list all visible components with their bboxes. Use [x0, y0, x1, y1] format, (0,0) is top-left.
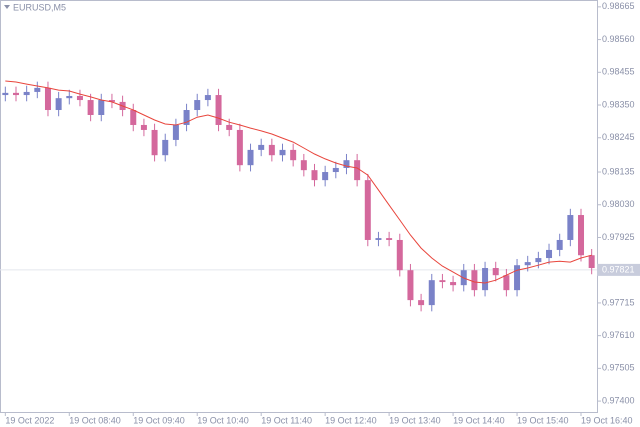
chart-title: EURUSD,M5	[13, 2, 66, 12]
candle-body	[183, 110, 190, 125]
candle-body	[556, 239, 563, 250]
x-tick-label: 19 Oct 14:40	[453, 415, 505, 425]
candle-body	[439, 280, 446, 283]
y-tick-label: 0.97715	[602, 297, 635, 307]
candle-body	[514, 265, 521, 291]
candle-body	[428, 280, 435, 306]
candle-body	[194, 100, 201, 111]
candle-body	[87, 100, 94, 115]
candle-body	[311, 170, 318, 181]
candle-body	[332, 167, 339, 173]
candle-body	[258, 144, 265, 150]
x-tick-label: 19 Oct 16:40	[581, 415, 633, 425]
candle-body	[215, 95, 222, 125]
candle-body	[279, 149, 286, 156]
candle-body	[76, 95, 83, 101]
candle-body	[386, 238, 393, 240]
candle-body	[546, 249, 553, 259]
y-tick-label: 0.97400	[602, 395, 635, 405]
y-tick-label: 0.98135	[602, 166, 635, 176]
y-tick-label: 0.97610	[602, 330, 635, 340]
candle-body	[578, 215, 585, 256]
candle-body	[108, 100, 115, 102]
x-tick-label: 19 Oct 15:40	[517, 415, 569, 425]
candle-body	[162, 139, 169, 156]
candle-body	[450, 282, 457, 286]
candle-body	[343, 160, 350, 168]
candle-body	[503, 275, 510, 291]
candle-body	[396, 239, 403, 271]
candle-body	[492, 268, 499, 276]
x-tick-label: 19 Oct 13:40	[389, 415, 441, 425]
plot-frame	[0, 0, 598, 413]
candle-body	[172, 124, 179, 140]
candle-body	[130, 110, 137, 125]
x-tick-label: 19 Oct 09:40	[133, 415, 185, 425]
candle-body	[226, 124, 233, 130]
current-price-box	[597, 263, 640, 276]
candle-body	[236, 129, 243, 166]
y-tick-label: 0.98665	[602, 1, 635, 11]
candle-body	[34, 87, 41, 92]
candle-body	[290, 149, 297, 161]
candle-body	[151, 129, 158, 156]
y-tick-label: 0.98245	[602, 132, 635, 142]
x-tick-label: 19 Oct 11:40	[261, 415, 312, 425]
candle-body	[98, 100, 105, 115]
candle-body	[23, 91, 30, 96]
candle-body	[268, 144, 275, 156]
candle-body	[535, 258, 542, 263]
candle-body	[524, 262, 531, 266]
x-tick-label: 19 Oct 10:40	[197, 415, 249, 425]
y-tick-label: 0.98560	[602, 34, 635, 44]
candle-body	[247, 149, 254, 166]
candle-body	[471, 270, 478, 291]
candle-body	[588, 255, 595, 269]
x-tick-label: 19 Oct 12:40	[325, 415, 377, 425]
y-tick-label: 0.98030	[602, 199, 635, 209]
moving-average	[5, 80, 592, 284]
candle-body	[354, 160, 361, 181]
title-arrow	[4, 5, 10, 9]
candle-body	[482, 268, 489, 291]
x-tick-label: 19 Oct 2022	[5, 415, 54, 425]
candle-body	[322, 172, 329, 181]
candle-body	[140, 124, 147, 130]
y-tick-label: 0.97505	[602, 363, 635, 373]
candle-body	[44, 87, 51, 111]
candle-body	[2, 92, 9, 96]
candle-body	[55, 98, 62, 111]
candle-body	[300, 160, 307, 171]
candle-body	[407, 270, 414, 301]
candle-body	[375, 238, 382, 240]
candle-body	[364, 180, 371, 240]
candle-body	[66, 95, 73, 99]
candle-body	[567, 215, 574, 240]
x-tick-label: 19 Oct 08:40	[69, 415, 121, 425]
y-tick-label: 0.98455	[602, 67, 635, 77]
candle-body	[12, 92, 19, 96]
y-tick-label: 0.98350	[602, 99, 635, 109]
candle-body	[204, 95, 211, 101]
candle-body	[418, 300, 425, 306]
y-tick-label: 0.97925	[602, 232, 635, 242]
current-price-label: 0.97821	[602, 264, 635, 274]
